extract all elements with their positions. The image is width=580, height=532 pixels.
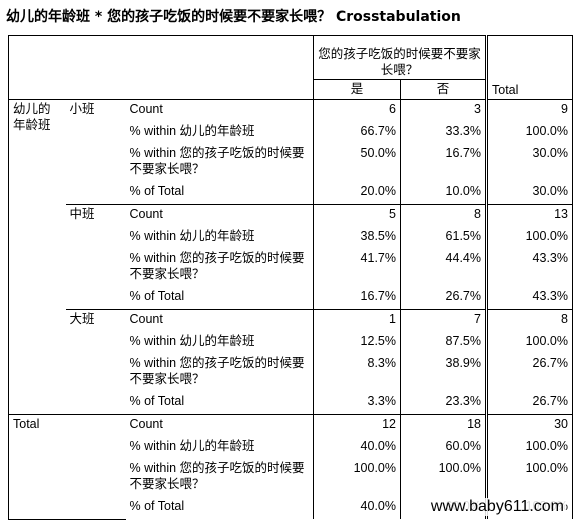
table-row: % within 您的孩子吃饭的时候要不要家长喂？ 41.7% 44.4% 43.3% <box>9 249 573 287</box>
column-header: 否 <box>400 79 487 100</box>
stat-label: % within 您的孩子吃饭的时候要不要家长喂？ <box>129 356 305 386</box>
cell-value: 100.0% <box>400 459 487 497</box>
table-row: % within 您的孩子吃饭的时候要不要家长喂？ 100.0% 100.0% 100… <box>9 459 573 497</box>
cell-value: 26.7% <box>485 392 573 415</box>
stat-label: % of Total <box>129 184 185 198</box>
cell-value: 100.0% <box>485 332 573 354</box>
cell-value: 43.3% <box>485 249 573 287</box>
stat-label: % of Total <box>129 289 185 303</box>
cell-value: 10.0% <box>400 182 487 205</box>
cell-value: 5 <box>313 204 401 227</box>
corner <box>8 35 314 100</box>
cell-value: 100.0% <box>485 227 573 249</box>
stat-label: Count <box>125 99 314 122</box>
cell-value: 23.3% <box>400 392 487 415</box>
table-row: % of Total 16.7% 26.7% 43.3% <box>9 287 573 310</box>
cell-value: 38.5% <box>313 227 401 249</box>
cell-value: 66.7% <box>313 122 401 144</box>
row-subgroup-label: 小班 <box>65 99 126 205</box>
cell-value: 43.3% <box>485 287 573 310</box>
cell-value: 61.5% <box>400 227 487 249</box>
stat-label: % of Total <box>129 499 185 513</box>
column-variable: 您的孩子吃饭的时候要不要家长喂？ <box>313 35 487 80</box>
row-group-label: Total <box>8 414 66 520</box>
stat-label: Count <box>125 414 314 437</box>
cell-value: 26.7% <box>485 354 573 392</box>
cell-value: 38.9% <box>400 354 487 392</box>
cell-value: 7 <box>400 309 487 332</box>
stat-label: % within 您的孩子吃饭的时候要不要家长喂？ <box>129 251 305 281</box>
row-subgroup-label <box>65 414 126 520</box>
cell-value: 3 <box>400 99 487 122</box>
cell-value: 100.0% <box>313 459 401 497</box>
stat-label: % within 幼儿的年龄班 <box>129 439 255 453</box>
stat-label: Count <box>125 204 314 227</box>
cell-value: 87.5% <box>400 332 487 354</box>
table-row: % of Total 3.3% 23.3% 26.7% <box>9 392 573 415</box>
table-row: % within 您的孩子吃饭的时候要不要家长喂？ 50.0% 16.7% 30.0% <box>9 144 573 182</box>
cell-value: 30 <box>485 414 573 437</box>
table-row: 大班 Count 1 7 8 <box>9 309 573 415</box>
cell-value: 8 <box>485 309 573 332</box>
table-row: % within 幼儿的年龄班 38.5% 61.5% 100.0% <box>9 227 573 249</box>
cell-value: 60.0% <box>400 437 487 459</box>
stat-label: Count <box>125 309 314 332</box>
table-row: % of Total 20.0% 10.0% 30.0% <box>9 182 573 205</box>
stat-label: % within 您的孩子吃饭的时候要不要家长喂？ <box>129 461 305 491</box>
cell-value: 33.3% <box>400 122 487 144</box>
row-group-label: 幼儿的年龄班 <box>8 99 66 415</box>
cell-value: 8 <box>400 204 487 227</box>
cell-value: 1 <box>313 309 401 332</box>
cell-value: 16.7% <box>313 287 401 310</box>
stat-label: % of Total <box>129 394 185 408</box>
cell-value: 40.0% <box>313 497 401 519</box>
cell-value: 13 <box>485 204 573 227</box>
table-title: 幼儿的年龄班 * 您的孩子吃饭的时候要不要家长喂？ Crosstabulatio… <box>6 9 461 25</box>
watermark: www.baby611.com <box>428 498 566 516</box>
cell-value: 6 <box>313 99 401 122</box>
cell-value: 20.0% <box>313 182 401 205</box>
table-row: Total Count 12 18 30 <box>8 414 573 520</box>
cell-value: 9 <box>485 99 573 122</box>
stat-label: % within 幼儿的年龄班 <box>129 124 255 138</box>
column-header: 是 <box>313 79 401 100</box>
cell-value: 12 <box>313 414 401 437</box>
cell-value: 100.0% <box>485 437 573 459</box>
table-row: % within 幼儿的年龄班 40.0% 60.0% 100.0% <box>9 437 573 459</box>
column-header: Total <box>485 35 573 100</box>
stat-label: % within 幼儿的年龄班 <box>129 334 255 348</box>
table-row: % within 幼儿的年龄班 66.7% 33.3% 100.0% <box>9 122 573 144</box>
crosstab-table: 您的孩子吃饭的时候要不要家长喂？ Total 是 否 幼儿的年龄班 小班 Count… <box>8 35 573 520</box>
cell-value: 40.0% <box>313 437 401 459</box>
cell-value: 12.5% <box>313 332 401 354</box>
header-row: 您的孩子吃饭的时候要不要家长喂？ Total <box>8 35 573 100</box>
cell-value: 30.0% <box>485 182 573 205</box>
cell-value: 26.7% <box>400 287 487 310</box>
cell-value: 50.0% <box>313 144 401 182</box>
cell-value: 44.4% <box>400 249 487 287</box>
table-row: 中班 Count 5 8 13 <box>9 204 573 310</box>
cell-value: 30.0% <box>485 144 573 182</box>
cell-value: 16.7% <box>400 144 487 182</box>
header-row: 是 否 <box>9 79 573 100</box>
table-row: % within 您的孩子吃饭的时候要不要家长喂？ 8.3% 38.9% 26.7% <box>9 354 573 392</box>
stat-label: % within 您的孩子吃饭的时候要不要家长喂？ <box>129 146 305 176</box>
cell-value: 100.0% <box>485 459 573 497</box>
cell-value: 8.3% <box>313 354 401 392</box>
cell-value: 100.0% <box>485 122 573 144</box>
row-subgroup-label: 中班 <box>65 204 126 310</box>
cell-value: 3.3% <box>313 392 401 415</box>
row-subgroup-label: 大班 <box>65 309 126 415</box>
cell-value: 41.7% <box>313 249 401 287</box>
table-row: % within 幼儿的年龄班 12.5% 87.5% 100.0% <box>9 332 573 354</box>
cell-value: 18 <box>400 414 487 437</box>
table-row: 幼儿的年龄班 小班 Count 6 3 9 <box>8 99 573 415</box>
stat-label: % within 幼儿的年龄班 <box>129 229 255 243</box>
